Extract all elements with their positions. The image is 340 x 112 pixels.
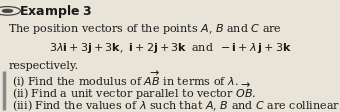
Text: $\mathbf{Example\ 3}$: $\mathbf{Example\ 3}$ bbox=[19, 3, 92, 20]
Text: (i)$\;$Find the modulus of $\overrightarrow{AB}$ in terms of $\lambda$.: (i)$\;$Find the modulus of $\overrightar… bbox=[12, 69, 238, 89]
Text: The position vectors of the points $A$, $B$ and $C$ are: The position vectors of the points $A$, … bbox=[8, 22, 283, 36]
Text: $3\lambda\mathbf{i} + 3\mathbf{j} + 3\mathbf{k}$,$\;\;\mathbf{i} + 2\mathbf{j} +: $3\lambda\mathbf{i} + 3\mathbf{j} + 3\ma… bbox=[49, 41, 291, 55]
Circle shape bbox=[2, 10, 13, 14]
Text: (ii)$\;$Find a unit vector parallel to vector $\overrightarrow{OB}$.: (ii)$\;$Find a unit vector parallel to v… bbox=[12, 81, 256, 101]
Text: respectively.: respectively. bbox=[8, 61, 79, 70]
Circle shape bbox=[0, 8, 20, 16]
Text: (iii)$\;$Find the values of $\lambda$ such that $A$, $B$ and $C$ are collinear.: (iii)$\;$Find the values of $\lambda$ su… bbox=[12, 97, 340, 112]
